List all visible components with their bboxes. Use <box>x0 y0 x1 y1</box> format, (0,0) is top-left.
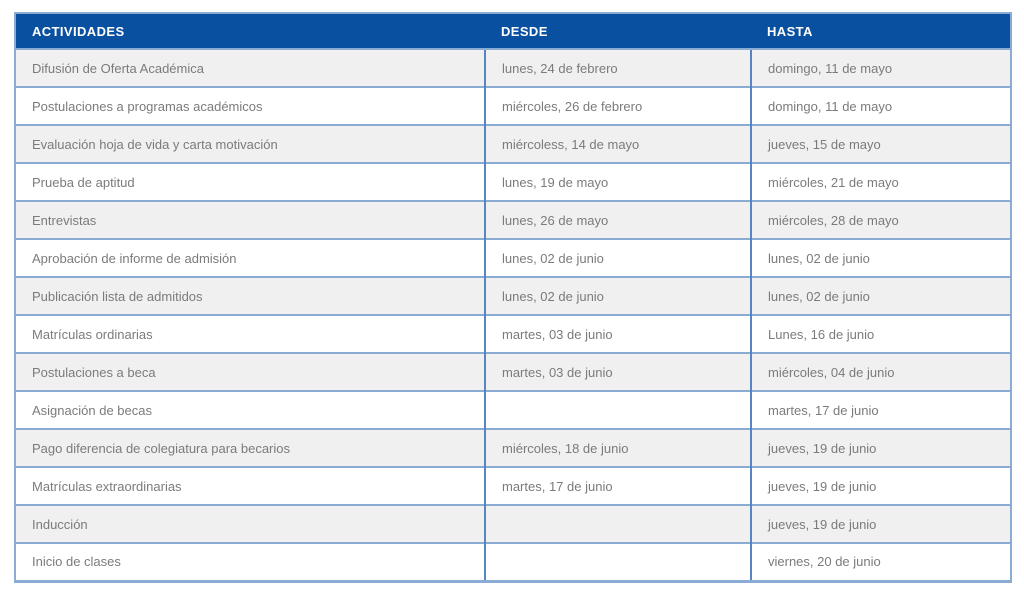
cell-desde <box>484 542 751 581</box>
cell-hasta: domingo, 11 de mayo <box>750 48 1011 87</box>
table-row: Inicio de clases viernes, 20 de junio <box>15 542 1011 581</box>
cell-hasta: domingo, 11 de mayo <box>750 86 1011 125</box>
table-row: Prueba de aptitud lunes, 19 de mayo miérco… <box>15 162 1011 201</box>
cell-actividad: Prueba de aptitud <box>15 162 485 201</box>
cell-hasta: jueves, 15 de mayo <box>750 124 1011 163</box>
admission-schedule-table-container: ACTIVIDADES DESDE HASTA Difusión de Ofer… <box>14 12 1012 583</box>
cell-desde: miércoles, 18 de junio <box>484 428 751 467</box>
table-row: Publicación lista de admitidos lunes, 02 … <box>15 276 1011 315</box>
cell-hasta: viernes, 20 de junio <box>750 542 1011 581</box>
cell-hasta: jueves, 19 de junio <box>750 466 1011 505</box>
cell-actividad: Postulaciones a beca <box>15 352 485 391</box>
table-row: Postulaciones a beca martes, 03 de junio m… <box>15 352 1011 391</box>
cell-hasta: miércoles, 04 de junio <box>750 352 1011 391</box>
table-row: Entrevistas lunes, 26 de mayo miércoles, 2… <box>15 200 1011 239</box>
cell-desde: miércoless, 14 de mayo <box>484 124 751 163</box>
cell-actividad: Asignación de becas <box>15 390 485 429</box>
cell-hasta: miércoles, 28 de mayo <box>750 200 1011 239</box>
cell-hasta: miércoles, 21 de mayo <box>750 162 1011 201</box>
cell-actividad: Inducción <box>15 504 485 543</box>
cell-desde: martes, 17 de junio <box>484 466 751 505</box>
table-row: Matrículas ordinarias martes, 03 de junio… <box>15 314 1011 353</box>
table-row: Difusión de Oferta Académica lunes, 24 de… <box>15 48 1011 87</box>
cell-actividad: Postulaciones a programas académicos <box>15 86 485 125</box>
cell-desde: martes, 03 de junio <box>484 314 751 353</box>
table-row: Inducción jueves, 19 de junio <box>15 504 1011 543</box>
table-row: Evaluación hoja de vida y carta motivaci… <box>15 124 1011 163</box>
cell-actividad: Matrículas ordinarias <box>15 314 485 353</box>
cell-desde <box>484 504 751 543</box>
table-header: ACTIVIDADES DESDE HASTA <box>15 13 1011 49</box>
table-body: Difusión de Oferta Académica lunes, 24 de… <box>15 48 1011 581</box>
cell-hasta: jueves, 19 de junio <box>750 504 1011 543</box>
table-row: Asignación de becas martes, 17 de junio <box>15 390 1011 429</box>
cell-actividad: Evaluación hoja de vida y carta motivaci… <box>15 124 485 163</box>
cell-actividad: Aprobación de informe de admisión <box>15 238 485 277</box>
cell-desde: miércoles, 26 de febrero <box>484 86 751 125</box>
column-header-actividades: ACTIVIDADES <box>15 13 485 49</box>
cell-hasta: martes, 17 de junio <box>750 390 1011 429</box>
table-row: Pago diferencia de colegiatura para beca… <box>15 428 1011 467</box>
cell-hasta: lunes, 02 de junio <box>750 238 1011 277</box>
cell-desde: lunes, 02 de junio <box>484 238 751 277</box>
table-row: Matrículas extraordinarias martes, 17 de … <box>15 466 1011 505</box>
cell-actividad: Publicación lista de admitidos <box>15 276 485 315</box>
header-row: ACTIVIDADES DESDE HASTA <box>15 13 1011 49</box>
cell-hasta: Lunes, 16 de junio <box>750 314 1011 353</box>
cell-actividad: Matrículas extraordinarias <box>15 466 485 505</box>
cell-desde: lunes, 26 de mayo <box>484 200 751 239</box>
cell-desde: lunes, 02 de junio <box>484 276 751 315</box>
cell-hasta: jueves, 19 de junio <box>750 428 1011 467</box>
cell-actividad: Difusión de Oferta Académica <box>15 48 485 87</box>
cell-desde: martes, 03 de junio <box>484 352 751 391</box>
table-row: Aprobación de informe de admisión lunes, … <box>15 238 1011 277</box>
column-header-desde: DESDE <box>485 13 751 49</box>
table-row: Postulaciones a programas académicos miér… <box>15 86 1011 125</box>
cell-actividad: Pago diferencia de colegiatura para beca… <box>15 428 485 467</box>
cell-hasta: lunes, 02 de junio <box>750 276 1011 315</box>
cell-actividad: Inicio de clases <box>15 542 485 581</box>
column-header-hasta: HASTA <box>751 13 1011 49</box>
cell-actividad: Entrevistas <box>15 200 485 239</box>
cell-desde <box>484 390 751 429</box>
cell-desde: lunes, 24 de febrero <box>484 48 751 87</box>
admission-schedule-table: ACTIVIDADES DESDE HASTA Difusión de Ofer… <box>14 12 1012 583</box>
cell-desde: lunes, 19 de mayo <box>484 162 751 201</box>
